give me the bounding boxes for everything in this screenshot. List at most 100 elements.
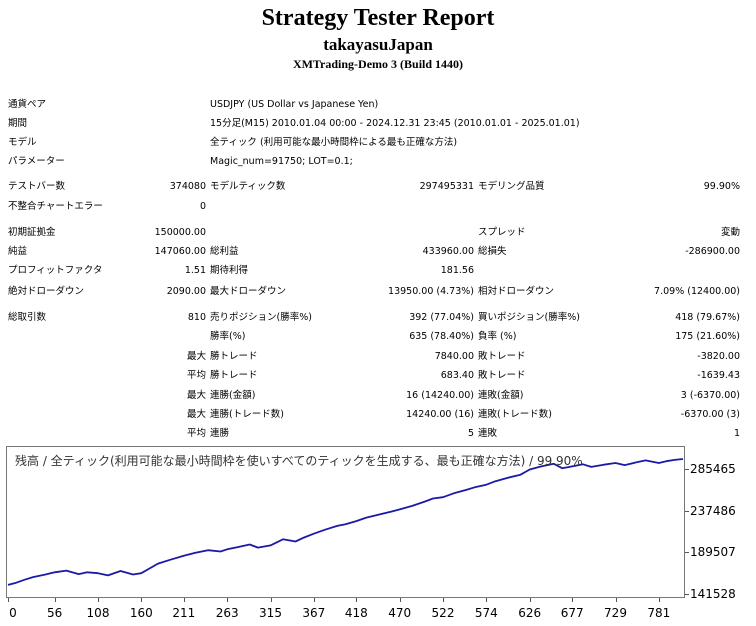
avg-win-trade-label: 勝トレード bbox=[210, 370, 258, 381]
x-tick-label: 367 bbox=[302, 606, 326, 620]
y-tick-mark bbox=[685, 594, 689, 595]
max-row-label-2: 最大 bbox=[186, 390, 206, 401]
cons-win-amount-label: 連勝(金額) bbox=[210, 390, 256, 401]
max-row-label-3: 最大 bbox=[186, 409, 206, 420]
cons-win-amount-value: 16 (14240.00) bbox=[406, 390, 474, 401]
quality-value: 99.90% bbox=[703, 181, 740, 192]
symbol-value: USDJPY (US Dollar vs Japanese Yen) bbox=[210, 99, 379, 110]
max-row-label: 最大 bbox=[186, 351, 206, 362]
avg-loss-trade-value: -1639.43 bbox=[697, 370, 740, 381]
params-label: パラメーター bbox=[8, 156, 65, 167]
abs-drawdown-label: 絶対ドローダウン bbox=[8, 286, 85, 297]
chart-plot-area: 残高 / 全ティック(利用可能な最小時間枠を使いすべてのティックを生成する、最も… bbox=[6, 446, 685, 598]
total-trades-label: 総取引数 bbox=[8, 312, 47, 323]
avg-loss-streak-label: 連敗 bbox=[478, 428, 498, 439]
x-tick-label: 522 bbox=[431, 606, 455, 620]
balance-chart-svg bbox=[7, 458, 684, 586]
x-tick-mark bbox=[313, 598, 315, 602]
y-tick-mark bbox=[685, 510, 689, 512]
x-tick-mark bbox=[8, 598, 9, 602]
balance-chart: 残高 / 全ティック(利用可能な最小時間枠を使いすべてのティックを生成する、最も… bbox=[6, 446, 742, 622]
rel-drawdown-label: 相対ドローダウン bbox=[478, 286, 555, 297]
x-tick-mark bbox=[658, 598, 660, 602]
x-tick-label: 56 bbox=[47, 606, 63, 620]
max-win-trade-value: 7840.00 bbox=[434, 351, 474, 362]
long-positions-label: 買いポジション(勝率%) bbox=[478, 312, 580, 323]
net-profit-label: 純益 bbox=[8, 246, 28, 257]
long-positions-value: 418 (79.67%) bbox=[675, 312, 740, 323]
cons-win-trades-label: 連勝(トレード数) bbox=[210, 409, 284, 420]
report-title: Strategy Tester Report bbox=[261, 5, 495, 31]
loss-pct-label: 負率 (%) bbox=[478, 331, 517, 342]
x-tick-label: 470 bbox=[388, 606, 412, 620]
x-tick-mark bbox=[98, 598, 99, 602]
x-tick-mark bbox=[356, 598, 358, 602]
x-tick-mark bbox=[529, 598, 531, 602]
x-tick-label: 211 bbox=[172, 606, 196, 620]
ticks-value: 297495331 bbox=[419, 181, 474, 192]
mismatch-value: 0 bbox=[199, 201, 206, 212]
y-tick-label: 237486 bbox=[690, 503, 736, 518]
account-name: takayasuJapan bbox=[323, 35, 433, 54]
avg-win-streak-value: 5 bbox=[467, 428, 474, 439]
x-tick-label: 315 bbox=[259, 606, 282, 620]
cons-loss-amount-label: 連敗(金額) bbox=[478, 390, 524, 401]
max-drawdown-value: 13950.00 (4.73%) bbox=[388, 286, 474, 297]
gross-profit-label: 総利益 bbox=[210, 246, 239, 257]
spread-label: スプレッド bbox=[478, 227, 526, 238]
cons-win-trades-value: 14240.00 (16) bbox=[406, 409, 474, 420]
y-tick-mark bbox=[685, 552, 689, 554]
y-tick-label: 141528 bbox=[690, 587, 736, 601]
spread-value: 変動 bbox=[720, 227, 740, 238]
max-drawdown-label: 最大ドローダウン bbox=[210, 286, 287, 297]
x-tick-label: 0 bbox=[9, 606, 17, 620]
deposit-value: 150000.00 bbox=[154, 227, 206, 238]
x-tick-mark bbox=[572, 598, 574, 602]
cons-loss-amount-value: 3 (-6370.00) bbox=[680, 390, 740, 401]
chart-title: 残高 / 全ティック(利用可能な最小時間枠を使いすべてのティックを生成する、最も… bbox=[15, 454, 583, 468]
y-tick-mark bbox=[685, 469, 689, 471]
x-tick-mark bbox=[141, 598, 143, 602]
expected-payoff-value: 181.56 bbox=[440, 265, 474, 276]
model-label: モデル bbox=[8, 137, 37, 148]
x-tick-mark bbox=[486, 598, 488, 602]
period-label: 期間 bbox=[8, 118, 28, 129]
quality-label: モデリング品質 bbox=[478, 181, 545, 192]
x-tick-mark bbox=[227, 598, 229, 602]
avg-loss-streak-value: 1 bbox=[733, 428, 740, 439]
ticks-label: モデルティック数 bbox=[210, 181, 286, 192]
x-tick-label: 781 bbox=[647, 606, 671, 620]
x-tick-mark bbox=[443, 598, 444, 602]
x-tick-label: 108 bbox=[86, 606, 110, 620]
server-build: XMTrading-Demo 3 (Build 1440) bbox=[292, 57, 464, 71]
deposit-label: 初期証拠金 bbox=[8, 227, 56, 238]
win-pct-value: 635 (78.40%) bbox=[409, 331, 474, 342]
abs-drawdown-value: 2090.00 bbox=[166, 286, 206, 297]
short-positions-value: 392 (77.04%) bbox=[409, 312, 474, 323]
period-value: 15分足(M15) 2010.01.04 00:00 - 2024.12.31 … bbox=[210, 118, 580, 129]
balance-series-line bbox=[7, 458, 684, 586]
expected-payoff-label: 期待利得 bbox=[210, 265, 249, 276]
x-tick-label: 574 bbox=[474, 606, 498, 620]
max-loss-trade-label: 敗トレード bbox=[478, 351, 526, 362]
mismatch-label: 不整合チャートエラー bbox=[8, 201, 103, 212]
avg-win-trade-value: 683.40 bbox=[440, 370, 474, 381]
x-tick-mark bbox=[270, 598, 272, 602]
short-positions-label: 売りポジション(勝率%) bbox=[210, 312, 312, 323]
x-tick-mark bbox=[54, 598, 56, 602]
gross-loss-label: 総損失 bbox=[478, 246, 507, 257]
net-profit-value: 147060.00 bbox=[154, 246, 206, 257]
x-tick-label: 418 bbox=[344, 606, 368, 620]
model-value: 全ティック (利用可能な最小時間枠による最も正確な方法) bbox=[210, 137, 458, 148]
total-trades-value: 810 bbox=[187, 312, 206, 323]
profit-factor-value: 1.51 bbox=[184, 265, 206, 276]
bars-value: 374080 bbox=[169, 181, 206, 192]
max-win-trade-label: 勝トレード bbox=[210, 351, 258, 362]
avg-win-streak-label: 連勝 bbox=[210, 428, 230, 439]
y-tick-label: 189507 bbox=[690, 545, 736, 560]
symbol-label: 通貨ペア bbox=[8, 99, 47, 110]
params-value: Magic_num=91750; LOT=0.1; bbox=[210, 156, 353, 167]
avg-row-label: 平均 bbox=[186, 370, 206, 381]
y-tick-label: 285465 bbox=[690, 462, 736, 477]
x-tick-label: 729 bbox=[604, 606, 627, 620]
